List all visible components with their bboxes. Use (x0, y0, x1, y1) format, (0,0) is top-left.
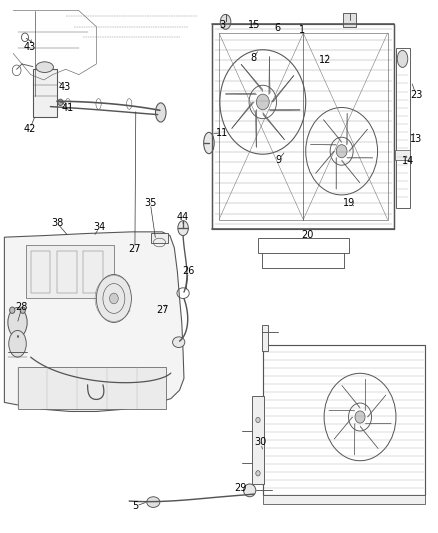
Text: 38: 38 (51, 218, 63, 228)
Text: 23: 23 (410, 90, 422, 100)
Bar (26, 245, 114, 298)
Text: 15: 15 (248, 20, 260, 30)
Ellipse shape (256, 471, 260, 476)
Ellipse shape (355, 411, 365, 423)
Bar (262, 325, 268, 351)
Ellipse shape (220, 14, 231, 29)
Bar (31, 251, 50, 293)
Text: 6: 6 (274, 23, 280, 33)
Text: 30: 30 (254, 438, 267, 447)
Text: 5: 5 (132, 502, 138, 511)
Text: 12: 12 (319, 55, 332, 65)
Text: 34: 34 (94, 222, 106, 232)
Text: 19: 19 (343, 198, 356, 207)
Ellipse shape (173, 337, 185, 348)
Text: 43: 43 (24, 42, 36, 52)
Ellipse shape (256, 94, 269, 110)
Text: 29: 29 (234, 483, 246, 493)
Text: 43: 43 (59, 82, 71, 92)
Text: 11: 11 (216, 128, 229, 138)
Ellipse shape (147, 497, 160, 507)
Bar (151, 233, 168, 243)
Bar (395, 150, 410, 160)
Text: 26: 26 (182, 266, 194, 276)
Ellipse shape (155, 103, 166, 122)
Text: 13: 13 (410, 134, 422, 143)
Text: 20: 20 (302, 230, 314, 239)
Text: 14: 14 (402, 157, 414, 166)
Text: 27: 27 (129, 245, 141, 254)
Ellipse shape (178, 221, 188, 236)
Bar (263, 345, 425, 495)
Bar (252, 396, 264, 484)
Ellipse shape (58, 99, 63, 106)
Bar (83, 251, 103, 293)
Text: 27: 27 (156, 305, 168, 315)
Ellipse shape (96, 274, 131, 322)
Ellipse shape (336, 144, 347, 158)
Bar (258, 238, 349, 253)
Ellipse shape (256, 417, 260, 423)
Ellipse shape (10, 307, 15, 313)
Ellipse shape (8, 308, 27, 337)
Text: 35: 35 (144, 198, 156, 207)
Text: 8: 8 (250, 53, 256, 62)
Text: 44: 44 (177, 213, 189, 222)
Ellipse shape (36, 62, 53, 72)
Ellipse shape (110, 293, 118, 304)
Ellipse shape (9, 330, 26, 357)
Bar (343, 13, 357, 27)
Ellipse shape (244, 484, 256, 497)
Text: 42: 42 (24, 124, 36, 134)
Text: 1: 1 (299, 25, 305, 35)
Ellipse shape (397, 50, 408, 67)
Bar (263, 495, 425, 504)
Text: 9: 9 (276, 155, 282, 165)
Text: 41: 41 (62, 103, 74, 113)
Bar (396, 48, 410, 208)
Bar (212, 24, 394, 229)
Ellipse shape (204, 132, 214, 154)
Bar (33, 69, 57, 117)
Polygon shape (4, 232, 184, 411)
Bar (219, 33, 388, 220)
Text: 3: 3 (219, 20, 226, 30)
Bar (57, 251, 77, 293)
Ellipse shape (20, 307, 25, 313)
Bar (18, 367, 166, 409)
Text: 28: 28 (16, 302, 28, 312)
